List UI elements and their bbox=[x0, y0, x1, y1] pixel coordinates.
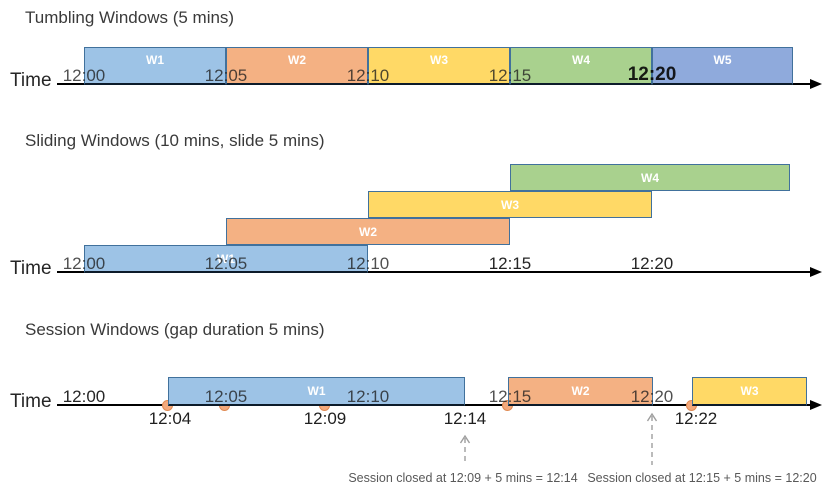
session-tick-12-20: 12:20 bbox=[630, 387, 674, 406]
sliding-time-axis-label: Time bbox=[10, 258, 52, 279]
tumbling-window-w1: W1 bbox=[84, 47, 226, 85]
sliding-tick-12-15: 12:15 bbox=[488, 254, 532, 273]
sliding-window-w3: W3 bbox=[368, 191, 652, 218]
sliding-window-w2: W2 bbox=[226, 218, 510, 245]
session-axis-arrow-icon bbox=[810, 400, 822, 410]
tumbling-tick-12-10: 12:10 bbox=[346, 66, 390, 85]
window-label: W1 bbox=[307, 384, 326, 398]
sliding-window-w4: W4 bbox=[510, 164, 790, 191]
sliding-time-axis bbox=[57, 271, 812, 273]
sliding-section-title: Sliding Windows (10 mins, slide 5 mins) bbox=[25, 131, 325, 150]
tumbling-window-w2: W2 bbox=[226, 47, 368, 85]
tumbling-tick-12-20: 12:20 bbox=[627, 64, 677, 85]
session-close-arrow-2-icon bbox=[646, 412, 658, 465]
sliding-tick-12-00: 12:00 bbox=[62, 254, 106, 273]
session-tick-12-10: 12:10 bbox=[346, 387, 390, 406]
tumbling-time-axis-label: Time bbox=[10, 70, 52, 91]
tumbling-window-w4: W4 bbox=[510, 47, 652, 85]
window-label: W2 bbox=[359, 224, 377, 239]
tumbling-section-title: Tumbling Windows (5 mins) bbox=[25, 8, 235, 27]
tumbling-tick-12-00: 12:00 bbox=[62, 66, 106, 85]
event-time-12-09: 12:09 bbox=[303, 409, 347, 428]
event-time-12-04: 12:04 bbox=[148, 409, 192, 428]
session-tick-12-15: 12:15 bbox=[488, 387, 532, 406]
window-label: W3 bbox=[430, 53, 448, 67]
window-label: W3 bbox=[740, 384, 759, 398]
window-label: W4 bbox=[641, 170, 659, 185]
sliding-tick-12-10: 12:10 bbox=[346, 254, 390, 273]
sliding-window-w1: W1 bbox=[84, 245, 368, 273]
sliding-tick-12-05: 12:05 bbox=[204, 254, 248, 273]
tumbling-window-w3: W3 bbox=[368, 47, 510, 85]
event-time-12-14: 12:14 bbox=[443, 409, 487, 428]
window-label: W5 bbox=[713, 53, 732, 67]
tumbling-window-w5: W5 bbox=[652, 47, 793, 85]
session-section-title: Session Windows (gap duration 5 mins) bbox=[25, 320, 325, 339]
sliding-axis-arrow-icon bbox=[810, 267, 822, 277]
window-label: W3 bbox=[501, 197, 519, 212]
window-label: W1 bbox=[146, 53, 164, 67]
session-close-caption-1: Session closed at 12:09 + 5 mins = 12:14 bbox=[348, 471, 578, 485]
session-tick-12-05: 12:05 bbox=[204, 387, 248, 406]
window-label: W2 bbox=[288, 53, 306, 67]
session-tick-12-00: 12:00 bbox=[62, 387, 106, 406]
session-window-w3: W3 bbox=[692, 377, 807, 406]
tumbling-axis-arrow-icon bbox=[810, 79, 822, 89]
window-label: W4 bbox=[572, 53, 590, 67]
session-close-arrow-1-icon bbox=[459, 434, 471, 465]
session-time-axis-label: Time bbox=[10, 391, 52, 412]
tumbling-tick-12-15: 12:15 bbox=[488, 66, 532, 85]
sliding-tick-12-20: 12:20 bbox=[630, 254, 674, 273]
window-label: W1 bbox=[217, 251, 235, 266]
session-window-w2: W2 bbox=[508, 377, 653, 406]
session-close-caption-2: Session closed at 12:15 + 5 mins = 12:20 bbox=[587, 471, 817, 485]
window-label: W2 bbox=[571, 384, 590, 398]
tumbling-tick-12-05: 12:05 bbox=[204, 66, 248, 85]
session-window-w1: W1 bbox=[168, 377, 465, 406]
event-time-12-22: 12:22 bbox=[674, 409, 718, 428]
